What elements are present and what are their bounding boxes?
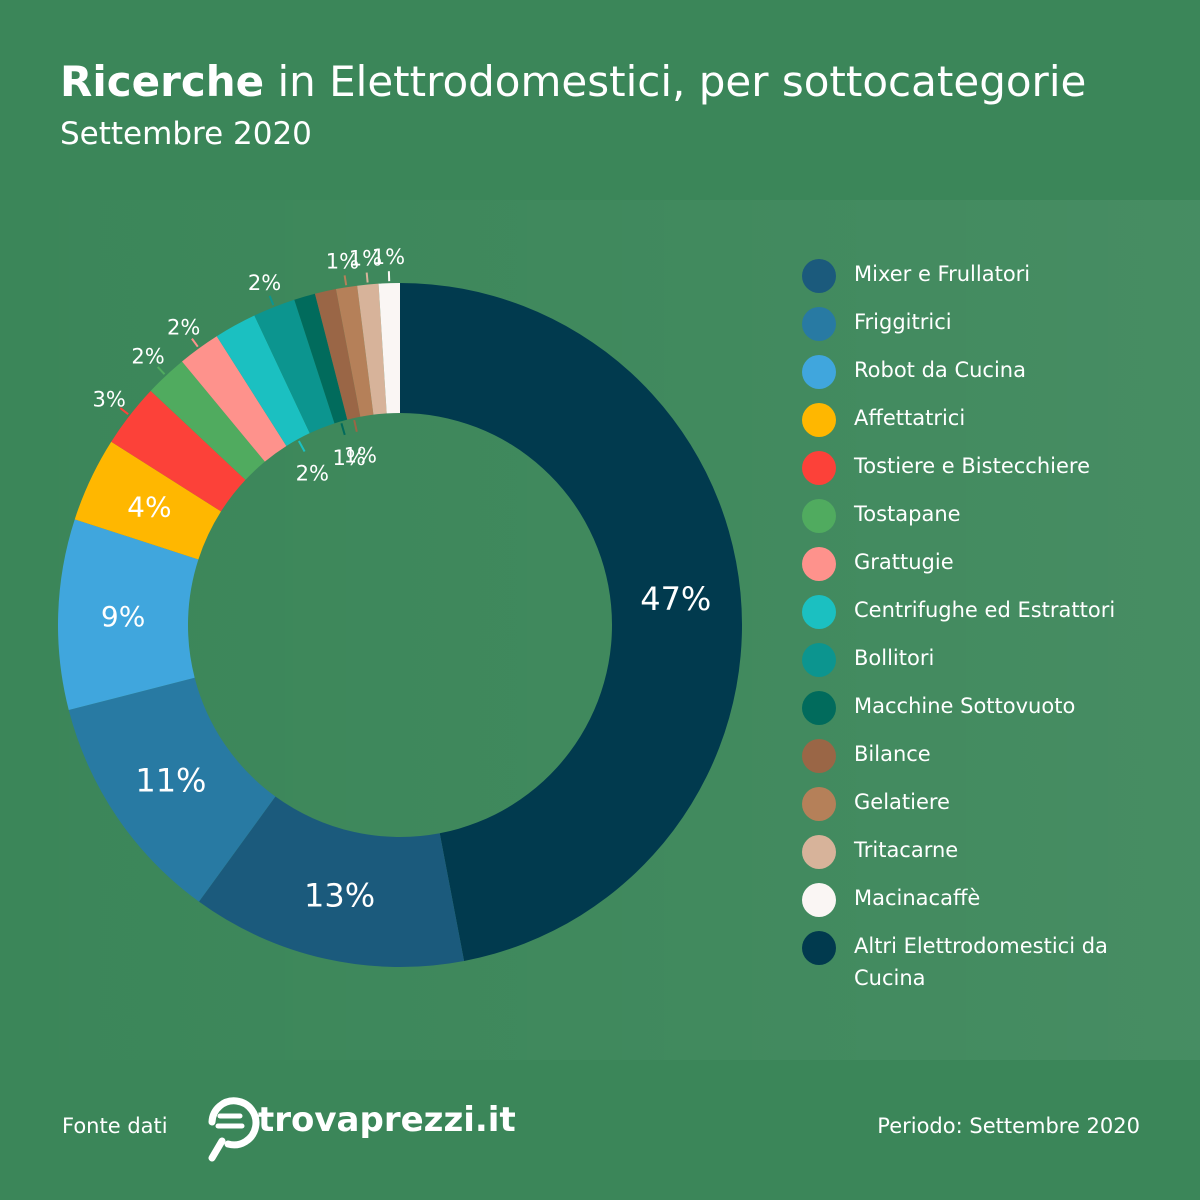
period-label: Periodo: Settembre 2020	[877, 1114, 1140, 1138]
leader-line	[268, 295, 275, 306]
donut-slice	[58, 519, 199, 711]
chart-title-rest: in Elettrodomestici, per sottocategorie	[264, 57, 1087, 106]
slice-label: 9%	[101, 600, 145, 633]
legend-swatch	[802, 739, 836, 773]
legend-swatch	[802, 355, 836, 389]
legend-label: Macchine Sottovuoto	[854, 694, 1076, 718]
legend-label: Tritacarne	[854, 838, 959, 862]
legend-swatch	[802, 835, 836, 869]
legend-item: Robot da Cucina	[802, 354, 1192, 402]
legend-label: Mixer e Frullatori	[854, 262, 1031, 286]
source-label: Fonte dati	[62, 1114, 168, 1138]
donut-slice	[111, 390, 246, 512]
slice-label: 1%	[349, 247, 382, 271]
legend-item: Macchine Sottovuoto	[802, 690, 1192, 738]
legend-item: Mixer e Frullatori	[802, 258, 1192, 306]
legend-swatch	[802, 643, 836, 677]
donut-slice	[314, 289, 361, 420]
donut-slice	[294, 293, 348, 424]
donut-slice	[400, 283, 743, 961]
donut-slice	[150, 361, 265, 480]
legend-item: Gelatiere	[802, 786, 1192, 834]
trovaprezzi-logo-icon	[208, 1097, 260, 1162]
legend-label: Altri Elettrodomestici da Cucina	[854, 934, 1108, 990]
legend-swatch	[802, 883, 836, 917]
donut-slice	[216, 315, 310, 447]
legend-item: Grattugie	[802, 546, 1192, 594]
slice-label: 1%	[344, 443, 377, 467]
slice-label: 47%	[640, 580, 711, 618]
leader-line	[343, 275, 348, 286]
leader-line	[340, 423, 346, 436]
slice-label: 1%	[333, 446, 366, 470]
slice-label: 3%	[93, 387, 126, 411]
legend-label: Macinacaffè	[854, 886, 981, 910]
legend-item: Bilance	[802, 738, 1192, 786]
slice-label: 11%	[135, 762, 206, 800]
legend-swatch	[802, 307, 836, 341]
legend-label: Bilance	[854, 742, 931, 766]
chart-subtitle: Settembre 2020	[60, 116, 312, 152]
donut-slice	[182, 336, 287, 462]
legend-item: Centrifughe ed Estrattori	[802, 594, 1192, 642]
legend-swatch	[802, 403, 836, 437]
donut-slice	[378, 283, 400, 414]
legend-item: Bollitori	[802, 642, 1192, 690]
legend-swatch	[802, 931, 836, 965]
slice-label: 4%	[127, 491, 171, 524]
legend-swatch	[802, 595, 836, 629]
slice-label: 1%	[326, 250, 359, 274]
slice-label: 2%	[167, 315, 200, 339]
legend-swatch	[802, 547, 836, 581]
chart-legend: Mixer e Frullatori Friggitrici Robot da Cu…	[802, 258, 1192, 1010]
legend-label: Affettatrici	[854, 406, 966, 430]
legend-label: Bollitori	[854, 646, 935, 670]
leader-line	[297, 440, 306, 452]
legend-swatch	[802, 787, 836, 821]
donut-slice	[357, 283, 387, 415]
donut-slice	[74, 441, 222, 560]
donut-slice	[335, 285, 374, 417]
legend-item: Affettatrici	[802, 402, 1192, 450]
legend-label: Robot da Cucina	[854, 358, 1026, 382]
legend-item: Tostapane	[802, 498, 1192, 546]
donut-slice	[198, 796, 465, 968]
leader-line	[119, 407, 129, 415]
legend-label: Tostiere e Bistecchiere	[854, 454, 1090, 478]
legend-label: Gelatiere	[854, 790, 950, 814]
slice-label: 2%	[248, 271, 281, 295]
leader-line	[353, 419, 358, 432]
legend-swatch	[802, 499, 836, 533]
leader-line	[365, 272, 369, 283]
legend-item: Macinacaffè	[802, 882, 1192, 930]
slice-label: 2%	[296, 462, 329, 486]
legend-swatch	[802, 451, 836, 485]
chart-panel	[0, 200, 1200, 1060]
legend-item: Tostiere e Bistecchiere	[802, 450, 1192, 498]
donut-slice	[254, 299, 335, 434]
chart-title-bold: Ricerche	[60, 57, 265, 106]
chart-title: Ricerche in Elettrodomestici, per sottoc…	[60, 52, 1086, 112]
legend-label: Friggitrici	[854, 310, 952, 334]
legend-swatch	[802, 691, 836, 725]
brand-name: trovaprezzi.it	[258, 1100, 516, 1140]
slice-label: 2%	[131, 345, 164, 369]
legend-label: Grattugie	[854, 550, 954, 574]
legend-item: Altri Elettrodomestici da Cucina	[802, 930, 1192, 1010]
legend-item: Friggitrici	[802, 306, 1192, 354]
slice-label: 13%	[304, 876, 375, 914]
legend-label: Centrifughe ed Estrattori	[854, 598, 1116, 622]
slice-label: 1%	[372, 245, 405, 269]
donut-slice	[68, 677, 276, 902]
legend-item: Tritacarne	[802, 834, 1192, 882]
leader-line	[156, 366, 166, 375]
donut-chart: 47%13%11%9%4%3%2%2%2%2%1%1%1%1%1%	[58, 245, 743, 968]
leader-line	[191, 338, 199, 348]
legend-label: Tostapane	[854, 502, 961, 526]
legend-swatch	[802, 259, 836, 293]
